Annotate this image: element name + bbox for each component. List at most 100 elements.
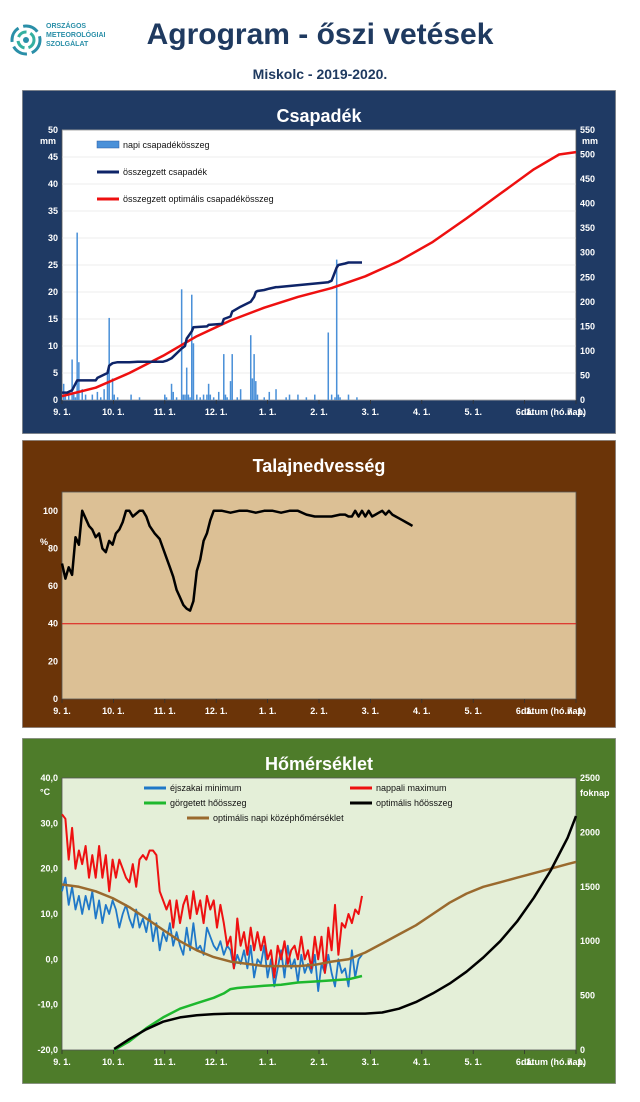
daily-precip-bar [74,397,77,400]
daily-precip-bar [116,397,119,400]
logo-text: ORSZÁGOS METEOROLÓGIAI SZOLGÁLAT [46,22,126,49]
x-tick-label: 9. 1. [53,407,71,417]
left-y-tick-label: -20,0 [37,1045,58,1055]
daily-precip-bar [170,383,173,400]
gdd-line [113,974,363,1052]
daily-precip-bar [184,394,186,400]
legend-label: napi csapadékösszeg [123,140,210,150]
left-y-tick-label: 100 [43,506,58,516]
daily-precip-bar [209,394,212,400]
daily-precip-bar [263,397,265,400]
daily-precip-bar [268,391,271,400]
x-tick-label: 4. 1. [413,706,431,716]
legend-label: görgetett hőösszeg [170,798,247,808]
right-y-tick-label: 400 [580,199,595,209]
x-tick-label: 2. 1. [310,407,328,417]
x-tick-label: 9. 1. [53,706,71,716]
daily-precip-bar [172,391,174,400]
right-y-tick-label: 2000 [580,827,600,837]
daily-precip-bar [251,378,254,400]
precip-chart: Csapadék05101520253035404550050100150200… [22,90,616,434]
x-tick-label: 1. 1. [259,407,277,417]
right-y-tick-label: 550 [580,125,595,135]
right-y-tick-label: 200 [580,297,595,307]
left-y-tick-label: 30,0 [40,818,58,828]
legend-label: éjszakai minimum [170,783,242,793]
left-y-tick-label: 40 [48,179,58,189]
daily-precip-bar [226,397,228,400]
left-y-tick-label: 40,0 [40,773,58,783]
daily-precip-bar [231,354,233,400]
tmax-line [61,813,363,979]
tmin-line [61,876,363,993]
right-y-tick-label: 350 [580,223,595,233]
daily-precip-bar [84,394,87,400]
daily-precip-bar [130,394,132,400]
left-y-tick-label: 80 [48,543,58,553]
logo-line: ORSZÁGOS [46,23,87,30]
daily-precip-bar [164,394,166,400]
x-tick-label: 1. 1. [259,706,277,716]
right-y-tick-label: 1000 [580,936,600,946]
page-header: ORSZÁGOS METEOROLÓGIAI SZOLGÁLAT Agrogra… [0,0,640,88]
daily-precip-bar [189,397,191,400]
x-tick-label: 6. 1. [516,407,534,417]
right-y-tick-label: 300 [580,248,595,258]
soil-moisture-line [60,509,414,612]
left-y-tick-label: 30 [48,233,58,243]
left-y-unit: % [40,537,48,547]
x-tick-label: 3. 1. [362,407,380,417]
x-tick-label: 12. 1. [205,706,228,716]
x-tick-label: 7. 1. [567,407,585,417]
daily-precip-bar [64,394,67,400]
daily-precip-bar [297,394,299,400]
x-tick-label: 2. 1. [310,1057,328,1067]
daily-precip-bar [330,394,333,400]
legend-label: optimális hőösszeg [376,798,453,808]
daily-precip-bar [191,294,193,400]
left-y-tick-label: 0,0 [45,954,58,964]
left-y-tick-label: 50 [48,125,58,135]
daily-precip-bar [224,394,227,400]
right-y-tick-label: 1500 [580,882,600,892]
daily-precip-bar [239,389,242,400]
x-tick-label: 11. 1. [154,407,176,417]
daily-precip-bar [275,389,277,400]
daily-precip-bar [253,354,255,400]
x-tick-label: 10. 1. [102,1057,125,1067]
daily-precip-bar [288,394,291,400]
soil-moisture-chart: Talajnedvesség 0 20 40 60 80 100% 9. 1. 10. 1. 11… [22,440,616,728]
right-y-unit: mm [582,136,598,146]
right-y-tick-label: 0 [580,1045,585,1055]
legend-label: összegzett csapadék [123,167,208,177]
x-tick-label: 12. 1. [205,1057,228,1067]
page-title: Agrogram - őszi vetések [146,18,494,51]
x-tick-label: 9. 1. [53,1057,71,1067]
right-y-tick-label: 50 [580,370,590,380]
x-tick-label: 11. 1. [154,1057,176,1067]
daily-precip-bar [73,394,75,400]
daily-precip-bar [192,343,195,400]
soil-chart-panel: Talajnedvesség 0 20 40 60 80 100% 9. 1. 10. 1. 11… [22,440,616,728]
right-y-unit: foknap [580,788,610,798]
daily-precip-bar [185,367,188,400]
left-y-tick-label: 15 [48,314,58,324]
daily-precip-bar [67,391,70,400]
daily-precip-bar [111,378,114,400]
daily-precip-bar [71,359,73,400]
x-tick-label: 3. 1. [362,1057,380,1067]
plot-area [61,777,577,1051]
left-y-tick-label: 5 [53,368,58,378]
x-tick-label: 1. 1. [259,1057,277,1067]
daily-precip-bar [196,394,198,400]
left-y-tick-label: 25 [48,260,58,270]
daily-precip-bar [199,397,201,400]
logo-line: SZOLGÁLAT [46,41,89,48]
daily-precip-bar [217,391,220,400]
daily-precip-bar [81,389,83,400]
x-tick-label: 5. 1. [464,1057,482,1067]
x-tick-label: 11. 1. [154,706,176,716]
daily-precip-bar [356,397,358,400]
daily-precip-bar [96,391,99,400]
left-y-tick-label: 10,0 [40,909,58,919]
